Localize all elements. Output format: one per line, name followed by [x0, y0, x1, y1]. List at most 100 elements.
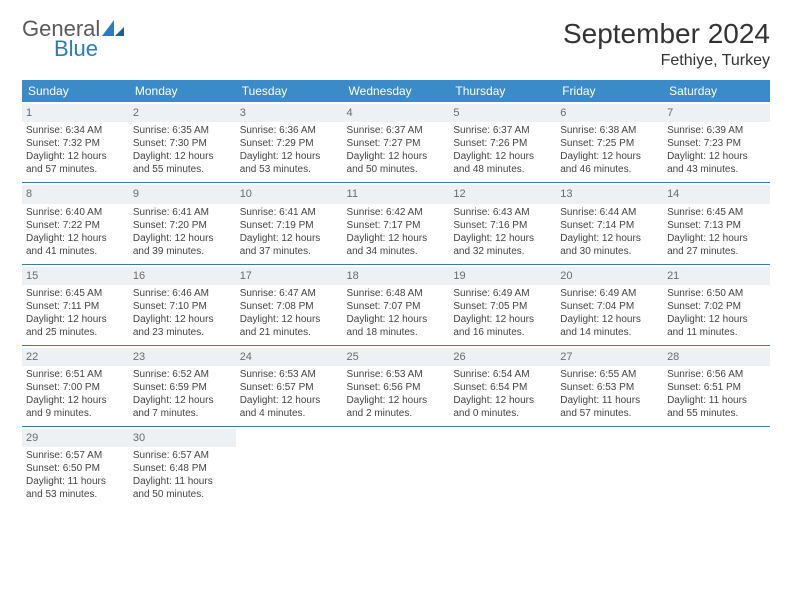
cell-dl2: and 0 minutes. [453, 407, 552, 420]
calendar-cell: 30Sunrise: 6:57 AMSunset: 6:48 PMDayligh… [129, 427, 236, 508]
day-number: 10 [236, 185, 343, 203]
cell-dl2: and 48 minutes. [453, 163, 552, 176]
cell-sunset: Sunset: 7:30 PM [133, 137, 232, 150]
cell-dl1: Daylight: 12 hours [453, 394, 552, 407]
cell-sunrise: Sunrise: 6:36 AM [240, 124, 339, 137]
weekday-header: Tuesday [236, 80, 343, 102]
cell-sunrise: Sunrise: 6:37 AM [347, 124, 446, 137]
cell-sunset: Sunset: 6:48 PM [133, 462, 232, 475]
cell-sunrise: Sunrise: 6:50 AM [667, 287, 766, 300]
cell-dl1: Daylight: 12 hours [347, 394, 446, 407]
cell-sunset: Sunset: 7:00 PM [26, 381, 125, 394]
weekday-header: Wednesday [343, 80, 450, 102]
day-number: 29 [22, 429, 129, 447]
calendar-cell-empty [236, 427, 343, 508]
cell-dl1: Daylight: 11 hours [26, 475, 125, 488]
cell-dl1: Daylight: 11 hours [667, 394, 766, 407]
calendar-cell: 10Sunrise: 6:41 AMSunset: 7:19 PMDayligh… [236, 183, 343, 264]
cell-sunrise: Sunrise: 6:51 AM [26, 368, 125, 381]
header: General Blue September 2024 Fethiye, Tur… [22, 18, 770, 70]
cell-sunset: Sunset: 7:25 PM [560, 137, 659, 150]
cell-dl2: and 23 minutes. [133, 326, 232, 339]
cell-sunset: Sunset: 7:19 PM [240, 219, 339, 232]
calendar-cell: 8Sunrise: 6:40 AMSunset: 7:22 PMDaylight… [22, 183, 129, 264]
cell-dl1: Daylight: 12 hours [347, 150, 446, 163]
cell-dl1: Daylight: 12 hours [26, 232, 125, 245]
cell-sunrise: Sunrise: 6:43 AM [453, 206, 552, 219]
day-number: 8 [22, 185, 129, 203]
calendar-cell: 15Sunrise: 6:45 AMSunset: 7:11 PMDayligh… [22, 264, 129, 345]
cell-sunrise: Sunrise: 6:53 AM [347, 368, 446, 381]
weekday-header-row: SundayMondayTuesdayWednesdayThursdayFrid… [22, 80, 770, 102]
calendar-cell: 11Sunrise: 6:42 AMSunset: 7:17 PMDayligh… [343, 183, 450, 264]
cell-dl1: Daylight: 12 hours [667, 232, 766, 245]
day-number: 20 [556, 267, 663, 285]
cell-dl2: and 34 minutes. [347, 245, 446, 258]
cell-dl1: Daylight: 12 hours [133, 232, 232, 245]
day-number: 15 [22, 267, 129, 285]
cell-dl2: and 2 minutes. [347, 407, 446, 420]
cell-sunset: Sunset: 6:56 PM [347, 381, 446, 394]
weekday-header: Monday [129, 80, 236, 102]
cell-dl2: and 39 minutes. [133, 245, 232, 258]
calendar-cell: 26Sunrise: 6:54 AMSunset: 6:54 PMDayligh… [449, 345, 556, 426]
weekday-header: Thursday [449, 80, 556, 102]
cell-sunrise: Sunrise: 6:48 AM [347, 287, 446, 300]
calendar-cell: 6Sunrise: 6:38 AMSunset: 7:25 PMDaylight… [556, 102, 663, 183]
day-number: 16 [129, 267, 236, 285]
cell-dl1: Daylight: 12 hours [560, 313, 659, 326]
calendar-week-row: 22Sunrise: 6:51 AMSunset: 7:00 PMDayligh… [22, 345, 770, 426]
cell-sunrise: Sunrise: 6:39 AM [667, 124, 766, 137]
day-number: 6 [556, 104, 663, 122]
calendar-week-row: 1Sunrise: 6:34 AMSunset: 7:32 PMDaylight… [22, 102, 770, 183]
cell-dl1: Daylight: 12 hours [133, 313, 232, 326]
cell-sunset: Sunset: 7:13 PM [667, 219, 766, 232]
cell-dl2: and 53 minutes. [26, 488, 125, 501]
cell-sunrise: Sunrise: 6:41 AM [240, 206, 339, 219]
day-number: 12 [449, 185, 556, 203]
cell-dl2: and 55 minutes. [667, 407, 766, 420]
cell-dl2: and 41 minutes. [26, 245, 125, 258]
cell-sunrise: Sunrise: 6:53 AM [240, 368, 339, 381]
cell-sunset: Sunset: 7:14 PM [560, 219, 659, 232]
cell-dl2: and 16 minutes. [453, 326, 552, 339]
cell-dl2: and 57 minutes. [26, 163, 125, 176]
cell-sunrise: Sunrise: 6:49 AM [453, 287, 552, 300]
calendar-cell: 28Sunrise: 6:56 AMSunset: 6:51 PMDayligh… [663, 345, 770, 426]
cell-dl1: Daylight: 12 hours [133, 394, 232, 407]
cell-sunset: Sunset: 6:51 PM [667, 381, 766, 394]
cell-sunset: Sunset: 7:11 PM [26, 300, 125, 313]
calendar-cell-empty [343, 427, 450, 508]
cell-sunset: Sunset: 7:26 PM [453, 137, 552, 150]
cell-dl1: Daylight: 12 hours [133, 150, 232, 163]
cell-sunrise: Sunrise: 6:54 AM [453, 368, 552, 381]
cell-sunset: Sunset: 7:17 PM [347, 219, 446, 232]
cell-sunset: Sunset: 7:04 PM [560, 300, 659, 313]
cell-sunrise: Sunrise: 6:49 AM [560, 287, 659, 300]
calendar-cell: 22Sunrise: 6:51 AMSunset: 7:00 PMDayligh… [22, 345, 129, 426]
cell-sunrise: Sunrise: 6:45 AM [26, 287, 125, 300]
cell-sunset: Sunset: 6:54 PM [453, 381, 552, 394]
cell-sunrise: Sunrise: 6:46 AM [133, 287, 232, 300]
calendar-cell-empty [449, 427, 556, 508]
weekday-header: Saturday [663, 80, 770, 102]
calendar-cell: 3Sunrise: 6:36 AMSunset: 7:29 PMDaylight… [236, 102, 343, 183]
weekday-header: Sunday [22, 80, 129, 102]
cell-sunset: Sunset: 6:59 PM [133, 381, 232, 394]
day-number: 30 [129, 429, 236, 447]
cell-sunset: Sunset: 7:29 PM [240, 137, 339, 150]
cell-dl1: Daylight: 11 hours [133, 475, 232, 488]
day-number: 11 [343, 185, 450, 203]
cell-sunrise: Sunrise: 6:56 AM [667, 368, 766, 381]
month-title: September 2024 [563, 18, 770, 50]
cell-sunset: Sunset: 6:57 PM [240, 381, 339, 394]
cell-dl2: and 43 minutes. [667, 163, 766, 176]
cell-dl2: and 11 minutes. [667, 326, 766, 339]
cell-dl2: and 30 minutes. [560, 245, 659, 258]
cell-dl2: and 53 minutes. [240, 163, 339, 176]
day-number: 23 [129, 348, 236, 366]
cell-dl1: Daylight: 12 hours [26, 150, 125, 163]
calendar-cell: 17Sunrise: 6:47 AMSunset: 7:08 PMDayligh… [236, 264, 343, 345]
cell-sunset: Sunset: 7:20 PM [133, 219, 232, 232]
cell-dl1: Daylight: 12 hours [667, 313, 766, 326]
